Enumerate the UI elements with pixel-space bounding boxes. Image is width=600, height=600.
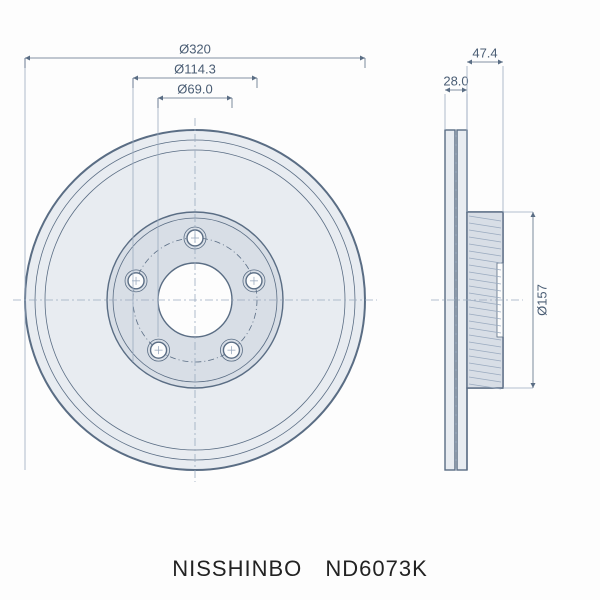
svg-text:Ø320: Ø320: [179, 41, 211, 56]
svg-text:47.4: 47.4: [472, 45, 497, 60]
footer-caption: NISSHINBO ND6073K: [0, 556, 600, 582]
svg-text:28.0: 28.0: [443, 73, 468, 88]
svg-text:Ø69.0: Ø69.0: [177, 81, 212, 96]
part-number: ND6073K: [325, 556, 427, 581]
svg-text:Ø157: Ø157: [534, 284, 549, 316]
svg-text:Ø114.3: Ø114.3: [174, 61, 216, 76]
technical-drawing: Ø320 Ø114.3 Ø69.0 28.0 47.4 Ø157: [0, 0, 600, 600]
side-view: 28.0 47.4 Ø157: [431, 45, 549, 470]
brand-label: NISSHINBO: [172, 556, 302, 581]
front-view: Ø320 Ø114.3 Ø69.0: [13, 41, 377, 482]
